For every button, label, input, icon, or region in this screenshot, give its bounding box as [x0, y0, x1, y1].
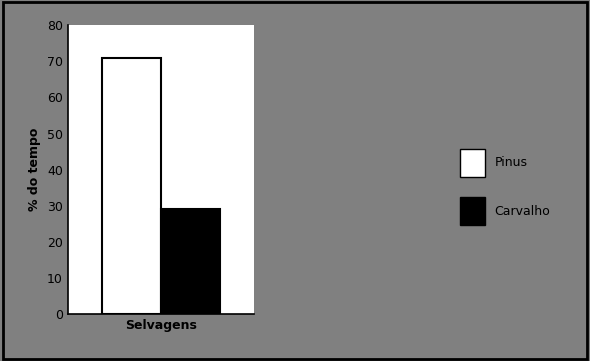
- Bar: [460, 197, 484, 225]
- Bar: [160, 209, 220, 314]
- Text: Carvalho: Carvalho: [494, 204, 550, 218]
- Bar: [101, 58, 160, 314]
- Bar: [460, 149, 484, 177]
- Text: Pinus: Pinus: [494, 156, 527, 170]
- Y-axis label: % do tempo: % do tempo: [28, 128, 41, 211]
